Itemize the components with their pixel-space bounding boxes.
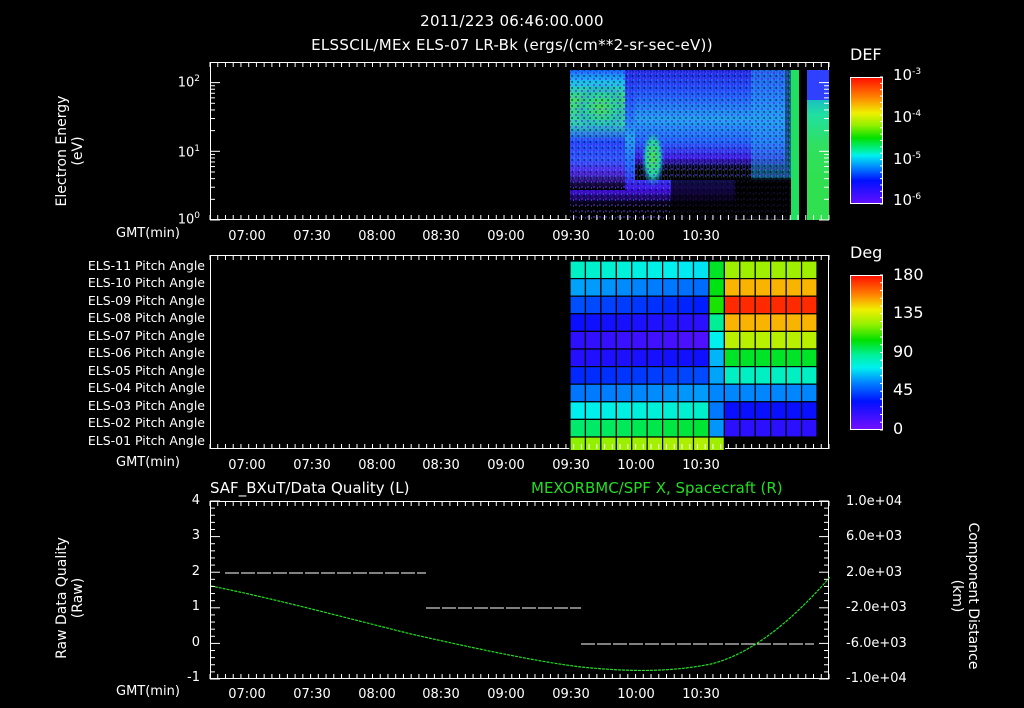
x-tick-label: 08:00 (358, 229, 396, 244)
x-tick-label: 08:00 (358, 687, 396, 702)
x-tick-label: 07:00 (228, 229, 266, 244)
pitch-row-label: ELS-06 Pitch Angle (87, 345, 205, 360)
plot-timestamp: 2011/223 06:46:00.000 (420, 12, 604, 30)
quality-ylabel-left: Raw Data Quality (Raw) (54, 537, 86, 659)
x-tick-label: 07:30 (293, 229, 331, 244)
x-tick-label: 08:30 (422, 229, 460, 244)
x-axis-label-2: GMT(min) (116, 455, 180, 470)
quality-ytick: -1 (187, 670, 200, 685)
energy-ylabel: Electron Energy (eV) (54, 95, 86, 207)
distance-ylabel-right: Component Distance (km) (949, 522, 981, 670)
distance-ytick: -6.0e+03 (846, 636, 907, 651)
quality-ytick: 3 (191, 528, 200, 543)
distance-ytick: 1.0e+04 (846, 494, 903, 509)
distance-ytick: 2.0e+03 (846, 565, 903, 580)
energy-ytick-1: 100 (177, 211, 200, 228)
distance-ytick: 6.0e+03 (846, 529, 903, 544)
pitch-row-label: ELS-08 Pitch Angle (87, 310, 205, 325)
pitch-row-label: ELS-07 Pitch Angle (87, 328, 205, 343)
distance-ytick: -2.0e+03 (846, 600, 907, 615)
data-quality-plot (211, 572, 830, 672)
quality-ytick: 2 (191, 564, 200, 579)
quality-ytick: 4 (191, 493, 200, 508)
x-tick-label: 09:00 (487, 687, 525, 702)
deg-colorbar-tick: 180 (893, 265, 924, 284)
energy-ytick-10: 101 (177, 144, 200, 161)
x-tick-label: 07:30 (293, 458, 331, 473)
x-tick-label: 09:30 (552, 458, 590, 473)
x-tick-label: 10:30 (682, 458, 720, 473)
pitch-row-label: ELS-11 Pitch Angle (87, 258, 205, 273)
x-tick-label: 08:30 (422, 458, 460, 473)
quality-ytick: 1 (191, 599, 200, 614)
x-tick-label: 08:30 (422, 687, 460, 702)
x-tick-label: 09:30 (552, 687, 590, 702)
def-colorbar-title: DEF (850, 45, 882, 64)
pitch-angle-grid (569, 260, 818, 450)
def-colorbar-tick: 10-4 (893, 108, 922, 126)
deg-colorbar-tick: 0 (893, 419, 904, 438)
deg-colorbar-title: Deg (850, 243, 883, 262)
pitch-row-label: ELS-01 Pitch Angle (87, 433, 205, 448)
quality-right-title: MEXORBMC/SPF X, Spacecraft (R) (531, 479, 783, 497)
x-tick-label: 10:30 (682, 229, 720, 244)
deg-colorbar (850, 275, 883, 430)
x-tick-label: 07:00 (228, 458, 266, 473)
x-tick-label: 07:30 (293, 687, 331, 702)
x-tick-label: 10:00 (617, 458, 655, 473)
x-tick-label: 10:00 (617, 229, 655, 244)
def-colorbar (850, 77, 883, 204)
spacecraft-x-line (211, 576, 830, 672)
x-tick-label: 09:00 (487, 229, 525, 244)
energy-ytick-100: 102 (177, 74, 200, 91)
x-tick-label: 09:00 (487, 458, 525, 473)
x-axis-label-1: GMT(min) (116, 226, 180, 241)
pitch-angle-panel (210, 255, 829, 450)
pitch-row-label: ELS-02 Pitch Angle (87, 415, 205, 430)
pitch-row-label: ELS-04 Pitch Angle (87, 380, 205, 395)
def-colorbar-tick: 10-3 (893, 66, 922, 84)
x-tick-label: 10:30 (682, 687, 720, 702)
deg-colorbar-tick: 45 (893, 380, 914, 399)
x-tick-label: 09:30 (552, 229, 590, 244)
pitch-row-label: ELS-05 Pitch Angle (87, 363, 205, 378)
pitch-row-label: ELS-09 Pitch Angle (87, 293, 205, 308)
distance-ytick: -1.0e+04 (846, 671, 907, 686)
deg-colorbar-tick: 135 (893, 303, 924, 322)
energy-spectrogram-plot (570, 70, 829, 220)
quality-left-title: SAF_BXuT/Data Quality (L) (210, 479, 410, 497)
data-quality-panel (210, 501, 830, 679)
def-colorbar-tick: 10-5 (893, 150, 922, 168)
x-tick-label: 10:00 (617, 687, 655, 702)
x-axis-label-3: GMT(min) (116, 684, 180, 699)
x-tick-label: 08:00 (358, 458, 396, 473)
quality-ytick: 0 (191, 635, 200, 650)
pitch-row-label: ELS-03 Pitch Angle (87, 398, 205, 413)
def-colorbar-tick: 10-6 (893, 191, 922, 209)
deg-colorbar-tick: 90 (893, 342, 914, 361)
x-tick-label: 07:00 (228, 687, 266, 702)
pitch-row-label: ELS-10 Pitch Angle (87, 275, 205, 290)
energy-spectrogram-panel (210, 62, 829, 220)
plot-title: ELSSCIL/MEx ELS-07 LR-Bk (ergs/(cm**2-sr… (311, 36, 713, 54)
